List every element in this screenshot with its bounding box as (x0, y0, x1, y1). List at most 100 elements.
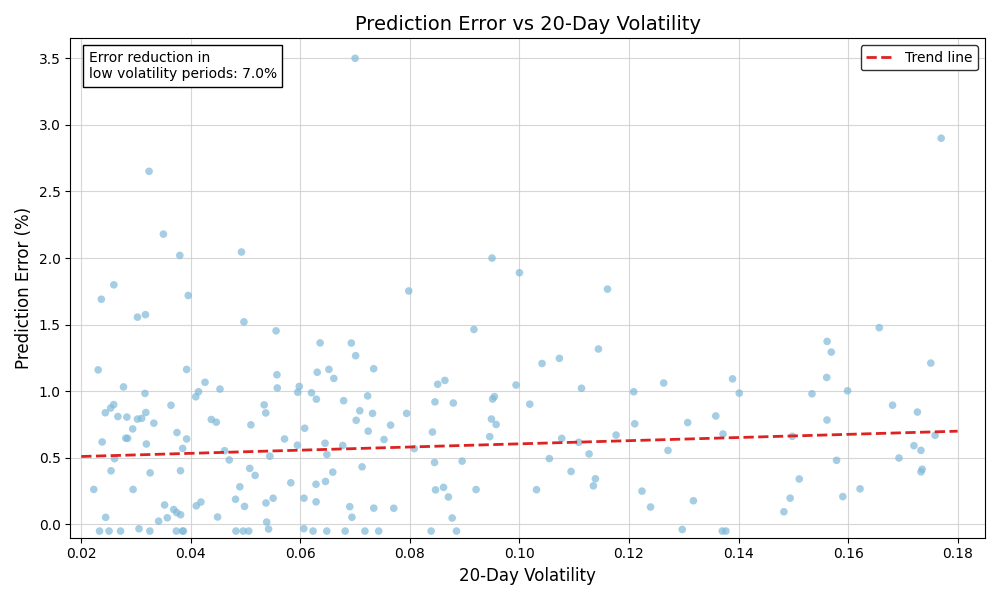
Point (217, 446, 233, 455)
Point (482, 432, 498, 442)
Point (448, 526, 464, 536)
Point (585, 481, 601, 491)
Point (235, 526, 251, 536)
Point (241, 526, 257, 536)
Point (708, 411, 724, 421)
Point (326, 374, 342, 383)
Point (347, 53, 363, 63)
Y-axis label: Prediction Error (%): Prediction Error (%) (15, 207, 33, 369)
Legend: Trend line: Trend line (861, 45, 978, 70)
Point (188, 392, 204, 401)
Point (269, 370, 285, 380)
Point (423, 526, 439, 536)
Point (237, 502, 253, 511)
Point (486, 392, 502, 401)
Point (791, 474, 807, 484)
Point (804, 389, 820, 398)
Point (129, 414, 145, 424)
Point (342, 502, 358, 511)
Point (97, 408, 113, 418)
Point (522, 400, 538, 409)
Point (138, 439, 154, 449)
Point (179, 365, 195, 374)
Point (116, 382, 132, 392)
Point (261, 524, 277, 534)
Point (573, 383, 589, 393)
Point (312, 338, 328, 347)
Point (256, 400, 272, 410)
Text: Error reduction in
low volatility periods: 7.0%: Error reduction in low volatility period… (89, 51, 277, 81)
Point (106, 400, 122, 409)
Point (228, 494, 244, 504)
Point (129, 313, 145, 322)
Point (571, 437, 587, 447)
Point (913, 467, 929, 476)
Point (197, 377, 213, 387)
Point (424, 427, 440, 437)
Point (563, 467, 579, 476)
Point (354, 462, 370, 472)
Point (106, 280, 122, 290)
Point (590, 344, 606, 354)
Point (86, 485, 102, 494)
Point (511, 268, 527, 278)
Point (173, 510, 189, 520)
Point (163, 400, 179, 410)
Point (819, 337, 835, 346)
Point (308, 394, 324, 404)
Point (599, 284, 615, 294)
Point (819, 415, 835, 425)
Point (643, 502, 659, 512)
Point (175, 443, 191, 453)
Point (98, 512, 114, 522)
Point (317, 439, 333, 448)
Point (134, 413, 150, 423)
Point (366, 364, 382, 374)
Point (180, 291, 196, 301)
Point (823, 347, 839, 357)
Point (169, 508, 185, 517)
Point (210, 512, 226, 522)
Point (131, 524, 147, 533)
Point (714, 526, 730, 536)
Point (626, 387, 642, 397)
Point (120, 434, 136, 443)
Point (155, 229, 171, 239)
Point (427, 397, 443, 407)
Point (436, 482, 452, 492)
Point (581, 449, 597, 459)
Point (233, 247, 249, 257)
Point (835, 492, 851, 502)
Point (236, 317, 252, 326)
Point (445, 398, 461, 408)
Point (191, 387, 207, 397)
Point (337, 526, 353, 536)
Point (93, 295, 109, 304)
Point (243, 420, 259, 430)
Point (319, 450, 335, 460)
Point (909, 407, 925, 417)
Point (437, 376, 453, 385)
Point (157, 500, 173, 510)
Point (444, 513, 460, 523)
Point (336, 396, 352, 406)
Point (440, 492, 456, 502)
Point (212, 384, 228, 394)
Point (151, 517, 167, 526)
Point (166, 505, 182, 514)
Point (269, 383, 285, 393)
Point (386, 503, 402, 513)
Point (103, 466, 119, 476)
Point (725, 374, 741, 383)
Point (906, 441, 922, 451)
Point (466, 325, 482, 334)
Point (173, 466, 189, 476)
Point (175, 526, 191, 536)
Point (587, 474, 603, 484)
Point (674, 524, 690, 534)
Point (551, 353, 567, 363)
Point (283, 478, 299, 488)
Point (357, 526, 373, 536)
Point (660, 446, 676, 455)
Point (885, 400, 901, 410)
